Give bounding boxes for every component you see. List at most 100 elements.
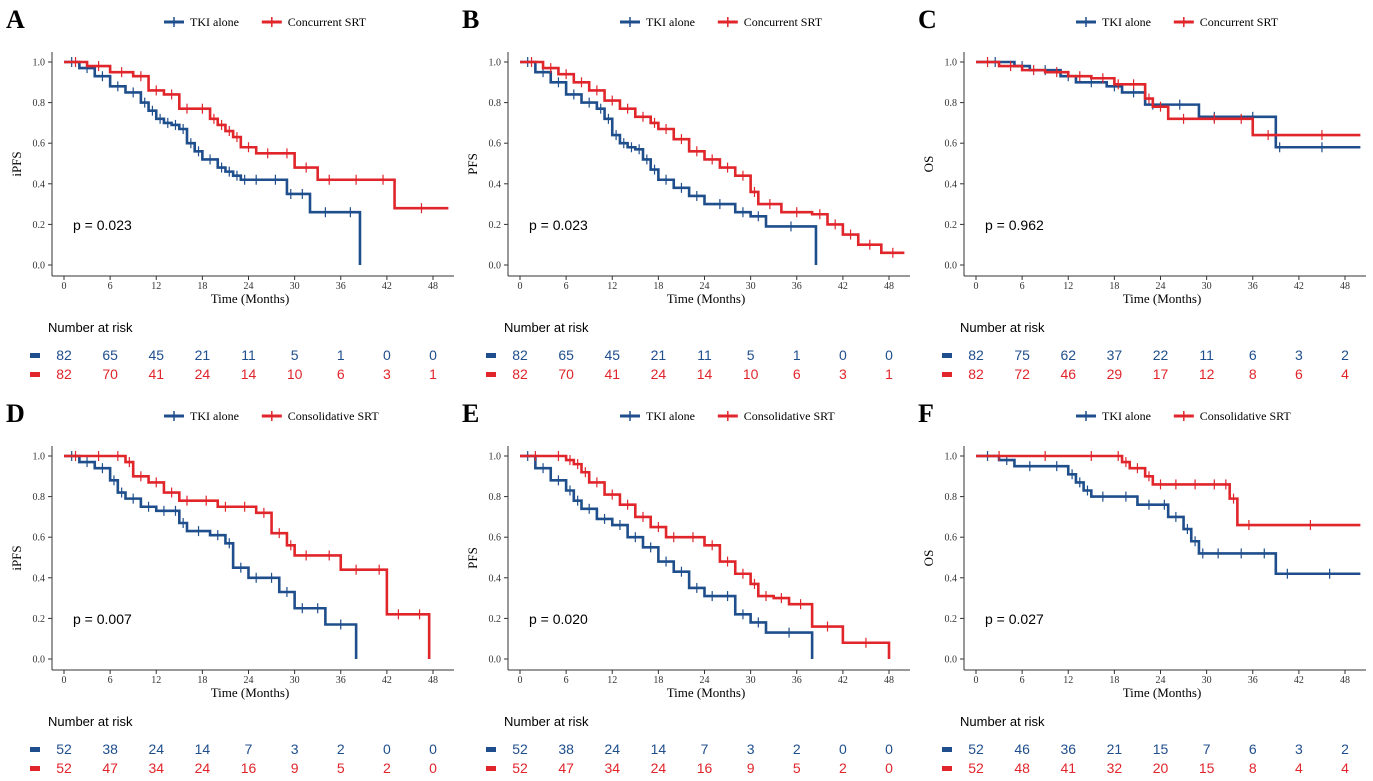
legend: TKI alone Concurrent SRT [620, 15, 823, 29]
risk-count: 7 [1203, 741, 1211, 757]
risk-count: 82 [968, 366, 984, 382]
legend-label: Consolidative SRT [288, 409, 380, 423]
x-tick-label: 36 [792, 281, 802, 292]
panel-letter: C [918, 5, 937, 34]
risk-count: 20 [1153, 760, 1169, 776]
risk-count: 52 [968, 741, 984, 757]
risk-count: 6 [793, 366, 801, 382]
x-tick-label: 48 [1340, 281, 1350, 292]
panel-letter: B [462, 5, 479, 34]
risk-table-title: Number at risk [504, 714, 589, 729]
km-curve-tki [976, 60, 1361, 149]
x-tick-label: 18 [197, 281, 207, 292]
risk-count: 34 [148, 760, 164, 776]
risk-count: 41 [148, 366, 164, 382]
x-tick-label: 24 [1156, 281, 1166, 292]
x-tick-label: 48 [1340, 675, 1350, 686]
risk-row-swatch [942, 766, 952, 771]
risk-count: 47 [558, 760, 574, 776]
p-value: p = 0.007 [73, 611, 132, 627]
y-tick-label: 1.0 [489, 58, 502, 69]
panel-f: F TKI alone Consolidative SRT 0.0 0.2 0.4 0.6 0… [918, 399, 1366, 776]
x-tick-label: 30 [290, 675, 300, 686]
y-tick-label: 1.0 [33, 58, 46, 69]
risk-count: 16 [241, 760, 257, 776]
y-tick-label: 0.0 [489, 655, 502, 666]
risk-count: 9 [291, 760, 299, 776]
x-axis-title: Time (Months) [211, 685, 290, 700]
risk-row-swatch [486, 372, 496, 377]
risk-count: 75 [1014, 347, 1030, 363]
x-axis-title: Time (Months) [1123, 291, 1202, 306]
risk-count: 1 [885, 366, 893, 382]
risk-count: 14 [697, 366, 713, 382]
y-tick-label: 0.0 [945, 655, 958, 666]
risk-count: 4 [1295, 760, 1303, 776]
y-tick-label: 0.6 [33, 533, 46, 544]
x-tick-label: 0 [518, 675, 523, 686]
x-tick-label: 0 [62, 675, 67, 686]
risk-count: 24 [651, 760, 667, 776]
x-tick-label: 18 [1109, 675, 1119, 686]
risk-count: 70 [102, 366, 118, 382]
x-tick-label: 24 [244, 675, 254, 686]
risk-count: 37 [1107, 347, 1123, 363]
x-tick-label: 0 [62, 281, 67, 292]
risk-count: 47 [102, 760, 118, 776]
risk-count: 9 [747, 760, 755, 776]
x-tick-label: 6 [108, 675, 113, 686]
panel-e: E TKI alone Consolidative SRT 0.0 0.2 0.4 0.6 0… [462, 399, 910, 776]
risk-count: 41 [1060, 760, 1076, 776]
risk-count: 1 [337, 347, 345, 363]
x-tick-label: 42 [838, 281, 848, 292]
risk-count: 52 [512, 760, 528, 776]
x-tick-label: 18 [653, 281, 663, 292]
risk-count: 34 [604, 760, 620, 776]
risk-count: 52 [56, 741, 72, 757]
x-tick-label: 36 [336, 281, 346, 292]
risk-count: 38 [558, 741, 574, 757]
legend-label: Concurrent SRT [288, 15, 367, 29]
x-tick-label: 36 [1248, 675, 1258, 686]
x-tick-label: 42 [382, 675, 392, 686]
panel-d: D TKI alone Consolidative SRT 0.0 0.2 0.4 0.6 0… [6, 399, 454, 776]
risk-count: 2 [1341, 347, 1349, 363]
x-axis-title: Time (Months) [667, 685, 746, 700]
x-tick-label: 6 [1020, 675, 1025, 686]
x-tick-label: 6 [108, 281, 113, 292]
y-axis-title: PFS [465, 547, 480, 569]
y-tick-label: 0.8 [33, 492, 46, 503]
legend-label: TKI alone [646, 409, 695, 423]
legend-label: Concurrent SRT [744, 15, 823, 29]
risk-count: 45 [148, 347, 164, 363]
risk-count: 21 [1107, 741, 1123, 757]
risk-count: 22 [1153, 347, 1169, 363]
risk-count: 3 [1295, 741, 1303, 757]
x-tick-label: 6 [564, 281, 569, 292]
y-tick-label: 0.4 [945, 573, 958, 584]
risk-count: 7 [245, 741, 253, 757]
y-tick-label: 0.8 [945, 492, 958, 503]
risk-count: 2 [337, 741, 345, 757]
x-tick-label: 12 [151, 675, 161, 686]
x-tick-label: 42 [1294, 281, 1304, 292]
risk-count: 82 [56, 366, 72, 382]
risk-count: 46 [1060, 366, 1076, 382]
y-tick-label: 0.0 [33, 261, 46, 272]
panel-c: C TKI alone Concurrent SRT 0.0 0.2 0.4 0.6 0.8 1… [918, 5, 1366, 382]
legend: TKI alone Consolidative SRT [1076, 409, 1291, 423]
x-tick-label: 6 [1020, 281, 1025, 292]
legend: TKI alone Consolidative SRT [164, 409, 379, 423]
risk-count: 65 [102, 347, 118, 363]
y-axis-title: OS [921, 550, 936, 567]
x-tick-label: 24 [1156, 675, 1166, 686]
x-tick-label: 18 [653, 675, 663, 686]
y-axis-title: iPFS [9, 545, 24, 570]
risk-count: 1 [793, 347, 801, 363]
legend: TKI alone Concurrent SRT [1076, 15, 1279, 29]
km-curve-srt [520, 454, 891, 659]
x-axis-title: Time (Months) [211, 291, 290, 306]
risk-count: 41 [604, 366, 620, 382]
risk-count: 8 [1249, 760, 1257, 776]
risk-count: 4 [1341, 760, 1349, 776]
